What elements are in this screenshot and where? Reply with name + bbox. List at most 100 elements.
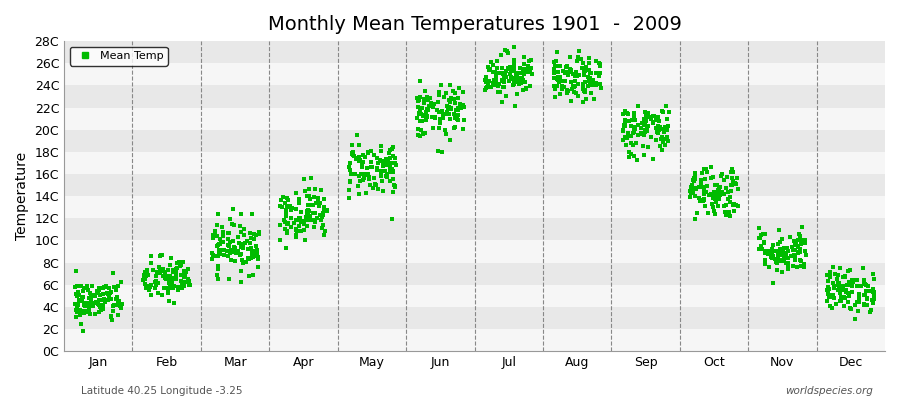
Point (724, 169, 738, 175)
Point (388, 159, 402, 166)
Point (758, 250, 772, 256)
Point (686, 177, 700, 184)
Point (627, 129, 642, 136)
Point (300, 211, 314, 217)
Point (620, 110, 634, 117)
Bar (64, 108, 885, 130)
Point (428, 115, 443, 121)
Point (574, 56, 589, 62)
Point (507, 56, 521, 63)
Point (206, 232, 220, 238)
Point (412, 111, 427, 117)
Point (224, 257, 238, 263)
Point (724, 188, 738, 194)
Point (151, 280, 166, 286)
Point (292, 214, 306, 221)
Point (482, 78, 497, 85)
Point (778, 250, 793, 256)
Point (276, 217, 291, 224)
Point (707, 196, 722, 202)
Point (442, 97, 456, 104)
Point (511, 75, 526, 82)
Point (173, 263, 187, 270)
Point (352, 154, 366, 160)
Point (95, 297, 110, 303)
Point (575, 86, 590, 92)
Bar (64, 63, 885, 86)
Point (317, 196, 331, 202)
Point (296, 176, 310, 182)
Bar (64, 152, 885, 174)
Point (855, 265, 869, 272)
Point (550, 63, 564, 69)
Point (89, 298, 104, 305)
Point (245, 251, 259, 258)
Point (160, 276, 175, 282)
Point (226, 238, 240, 244)
Point (713, 184, 727, 190)
Point (496, 79, 510, 85)
Point (698, 203, 713, 210)
Point (284, 224, 299, 231)
Point (410, 126, 425, 132)
Point (684, 184, 698, 190)
Point (95, 285, 110, 292)
Point (712, 186, 726, 193)
Point (720, 174, 734, 180)
Point (496, 70, 510, 76)
Point (97, 284, 112, 290)
Point (576, 98, 590, 105)
Point (426, 125, 440, 132)
Point (496, 78, 510, 84)
Point (491, 83, 506, 89)
Point (300, 193, 314, 199)
Point (622, 154, 636, 160)
Point (159, 275, 174, 281)
Point (144, 260, 158, 266)
Point (629, 140, 643, 146)
Point (373, 157, 387, 163)
Point (319, 207, 333, 214)
Point (166, 284, 180, 290)
Point (765, 252, 779, 259)
Point (306, 210, 320, 216)
Point (102, 290, 116, 296)
Point (567, 84, 581, 90)
Point (302, 193, 317, 199)
Point (491, 89, 505, 95)
Point (384, 215, 399, 222)
Point (568, 70, 582, 77)
Point (616, 127, 630, 133)
Point (376, 163, 391, 169)
Point (104, 288, 119, 295)
Point (346, 148, 360, 155)
Point (166, 274, 181, 281)
Point (444, 106, 458, 112)
Point (142, 282, 157, 289)
Point (273, 203, 287, 210)
Point (102, 285, 116, 291)
Point (160, 290, 175, 296)
Point (73, 308, 87, 314)
Point (155, 252, 169, 258)
Point (622, 149, 636, 156)
Point (576, 85, 590, 91)
Point (446, 110, 461, 117)
Point (729, 181, 743, 187)
Point (772, 248, 787, 254)
Point (788, 239, 802, 246)
Point (214, 239, 229, 246)
Point (105, 270, 120, 276)
Point (83, 290, 97, 296)
Point (412, 110, 427, 117)
Point (752, 225, 766, 231)
Point (245, 211, 259, 218)
Point (556, 84, 571, 90)
Point (570, 58, 584, 64)
Point (505, 76, 519, 82)
Point (212, 247, 227, 253)
Point (73, 312, 87, 318)
Point (517, 54, 531, 60)
Point (381, 159, 395, 166)
Point (82, 308, 96, 314)
